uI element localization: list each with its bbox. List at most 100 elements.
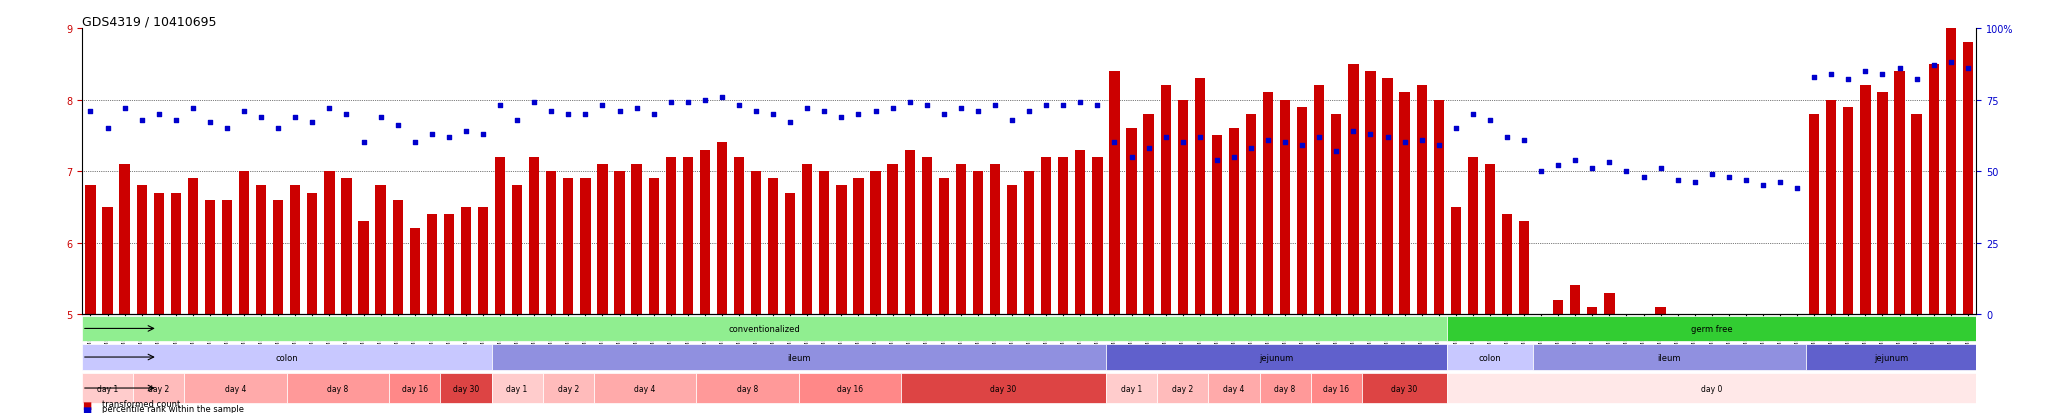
Point — [1901, 77, 1933, 83]
Bar — [717, 143, 727, 314]
Bar — [1655, 307, 1665, 314]
Bar — [1911, 114, 1921, 314]
Bar — [444, 214, 455, 314]
FancyBboxPatch shape — [799, 373, 901, 403]
Point — [211, 126, 244, 132]
Bar — [1552, 300, 1563, 314]
Bar — [1843, 107, 1853, 314]
Point — [842, 111, 874, 118]
Point — [160, 117, 193, 123]
Bar — [1143, 114, 1153, 314]
Point — [928, 111, 961, 118]
Bar — [547, 172, 557, 314]
Bar — [819, 172, 829, 314]
Text: day 2: day 2 — [147, 384, 170, 393]
Bar — [1501, 214, 1511, 314]
FancyBboxPatch shape — [389, 373, 440, 403]
Point — [449, 128, 483, 135]
Bar — [784, 193, 795, 314]
Bar — [1075, 150, 1085, 314]
FancyBboxPatch shape — [492, 373, 543, 403]
Point — [365, 114, 397, 121]
Point — [1559, 157, 1591, 164]
Bar — [188, 179, 199, 314]
Text: jejunum: jejunum — [1260, 353, 1294, 362]
Point — [1421, 142, 1454, 149]
Point — [553, 111, 586, 118]
FancyBboxPatch shape — [1106, 344, 1448, 370]
Bar — [1417, 86, 1427, 314]
Bar — [1245, 114, 1255, 314]
Point — [143, 111, 174, 118]
Bar — [1059, 157, 1069, 314]
Bar — [1604, 293, 1614, 314]
Text: day 1: day 1 — [506, 384, 528, 393]
Point — [313, 106, 346, 112]
FancyBboxPatch shape — [1448, 373, 1976, 403]
Bar — [1280, 100, 1290, 314]
Point — [688, 97, 721, 104]
Text: conventionalized: conventionalized — [729, 324, 801, 333]
Text: ■: ■ — [82, 405, 92, 413]
Point — [1917, 63, 1950, 69]
FancyBboxPatch shape — [133, 373, 184, 403]
FancyBboxPatch shape — [1532, 344, 1806, 370]
Point — [1440, 126, 1473, 132]
Bar — [477, 207, 487, 314]
Point — [193, 120, 227, 126]
Text: day 2: day 2 — [1171, 384, 1194, 393]
Text: colon: colon — [274, 353, 299, 362]
FancyBboxPatch shape — [82, 316, 1448, 342]
Bar — [137, 186, 147, 314]
FancyBboxPatch shape — [82, 373, 133, 403]
Bar — [1008, 186, 1018, 314]
Bar — [102, 207, 113, 314]
Point — [262, 126, 295, 132]
Point — [1270, 140, 1303, 146]
Bar — [733, 157, 743, 314]
Point — [1012, 108, 1044, 115]
Point — [1065, 100, 1098, 107]
FancyBboxPatch shape — [1106, 373, 1157, 403]
Bar — [1485, 164, 1495, 314]
Point — [1542, 163, 1575, 169]
Bar — [1264, 93, 1274, 314]
Bar — [221, 200, 231, 314]
Bar — [1110, 72, 1120, 314]
Bar — [580, 179, 590, 314]
Point — [1319, 148, 1352, 155]
Bar — [1571, 286, 1581, 314]
FancyBboxPatch shape — [184, 373, 287, 403]
Point — [1729, 177, 1761, 183]
Point — [860, 108, 893, 115]
Bar — [496, 157, 506, 314]
Point — [397, 140, 430, 146]
Point — [1763, 180, 1796, 186]
Bar — [1673, 314, 1683, 329]
Text: day 30: day 30 — [1391, 384, 1417, 393]
Point — [1389, 140, 1421, 146]
Bar — [119, 164, 129, 314]
Bar — [1946, 29, 1956, 314]
Bar — [1212, 136, 1223, 314]
Bar — [205, 200, 215, 314]
FancyBboxPatch shape — [901, 373, 1106, 403]
Point — [723, 103, 756, 109]
Point — [1114, 154, 1147, 161]
Bar — [905, 150, 915, 314]
Text: GDS4319 / 10410695: GDS4319 / 10410695 — [82, 16, 217, 29]
Bar — [973, 172, 983, 314]
Bar — [1348, 64, 1358, 314]
Text: day 16: day 16 — [1323, 384, 1350, 393]
Point — [176, 106, 209, 112]
Point — [1475, 117, 1507, 123]
Bar — [1399, 93, 1409, 314]
Point — [74, 108, 106, 115]
Bar — [86, 186, 96, 314]
Point — [227, 108, 260, 115]
Bar — [1040, 157, 1051, 314]
Point — [518, 100, 551, 107]
Bar — [307, 193, 317, 314]
Point — [1098, 140, 1130, 146]
Text: day 16: day 16 — [838, 384, 862, 393]
